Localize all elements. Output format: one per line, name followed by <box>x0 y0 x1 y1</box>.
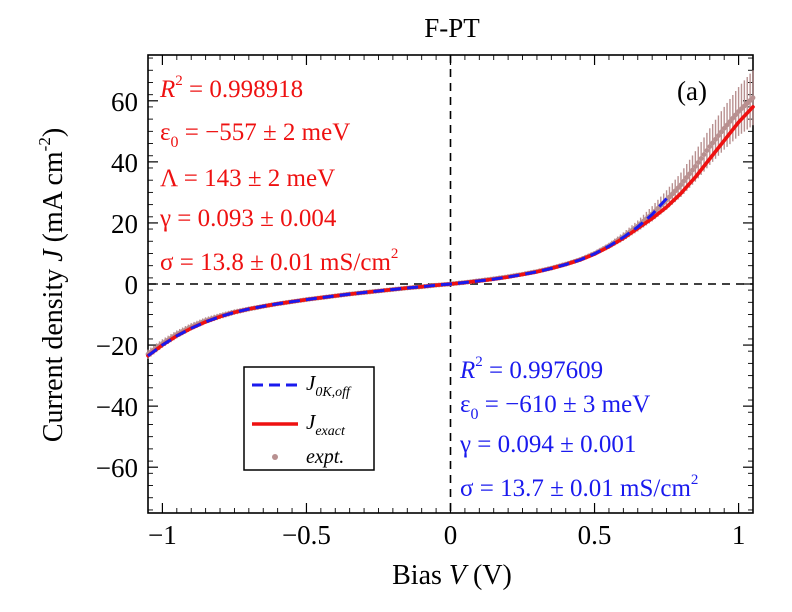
expt-point <box>675 185 681 191</box>
red-eps-sub: 0 <box>171 134 179 151</box>
red-fit-stats: R2 = 0.998918 ε0 = −557 ± 2 meV Λ = 143 … <box>159 73 398 276</box>
red-sigma: σ = 13.8 ± 0.01 mS/cm2 <box>160 246 398 276</box>
blue-sigma: σ = 13.7 ± 0.01 mS/cm2 <box>460 472 698 502</box>
expt-point <box>730 115 736 121</box>
blue-r2: R2 = 0.997609 <box>459 354 603 384</box>
y-tick-label: −40 <box>96 392 138 422</box>
y-axis-label-var: J <box>38 248 69 262</box>
panel-label: (a) <box>677 76 707 106</box>
expt-point <box>733 112 739 118</box>
y-tick-label: −60 <box>96 453 138 483</box>
red-eps-value: = −557 ± 2 meV <box>179 119 351 146</box>
legend-label-j-exact: Jexact <box>306 410 346 439</box>
expt-point <box>690 167 695 173</box>
blue-fit-stats: R2 = 0.997609 ε0 = −610 ± 3 meV γ = 0.09… <box>459 354 698 502</box>
axis-ticks <box>147 55 754 513</box>
expt-point <box>684 175 690 180</box>
red-sigma-sup: 2 <box>391 246 399 262</box>
expt-point <box>695 160 701 165</box>
expt-point <box>750 95 756 101</box>
expt-point <box>704 148 710 153</box>
expt-point <box>669 191 675 197</box>
expt-point <box>692 164 698 169</box>
y-tick-label: 0 <box>125 270 139 300</box>
red-lambda: Λ = 143 ± 2 meV <box>160 165 335 192</box>
legend-j-exact-main: J <box>306 410 317 434</box>
legend-swatch-expt <box>272 454 278 460</box>
x-tick-label: 0.5 <box>578 520 612 550</box>
red-eps-symbol: ε <box>160 119 171 146</box>
expt-point <box>721 125 727 131</box>
expt-point <box>698 156 704 161</box>
x-tick-label: 1 <box>732 520 746 550</box>
x-axis-label-post: (V) <box>466 560 512 591</box>
expt-point <box>724 122 730 128</box>
expt-point <box>678 182 684 188</box>
blue-sigma-value: σ = 13.7 ± 0.01 mS/cm <box>460 475 691 502</box>
expt-point <box>681 178 687 184</box>
expt-point <box>707 144 713 150</box>
y-axis-label: Current density J (mA cm-2) <box>35 128 69 442</box>
red-gamma: γ = 0.093 ± 0.004 <box>159 205 337 232</box>
y-axis-label-post: (mA cm <box>38 151 69 249</box>
red-sigma-value: σ = 13.8 ± 0.01 mS/cm <box>160 249 391 276</box>
blue-eps-value: = −610 ± 3 meV <box>479 391 651 418</box>
y-tick-label: 20 <box>111 209 138 239</box>
red-r2-label: R <box>159 76 175 103</box>
blue-eps-sub: 0 <box>471 406 479 423</box>
y-tick-labels: −60 −40 −20 0 20 40 60 <box>96 87 138 483</box>
legend-j-0k-off-main: J <box>306 371 317 395</box>
red-r2-value: = 0.998918 <box>183 76 303 103</box>
x-tick-label: −1 <box>148 520 177 550</box>
legend-label-j-0k-off: J0K,off <box>306 371 352 400</box>
expt-point <box>672 188 678 194</box>
legend: J0K,off Jexact expt. <box>243 366 375 471</box>
expt-point <box>718 129 724 135</box>
y-axis-label-sup: -2 <box>35 137 54 151</box>
expt-point <box>710 140 716 146</box>
y-axis-label-pre: Current density <box>38 262 69 442</box>
x-tick-label: 0 <box>444 520 458 550</box>
blue-r2-label: R <box>459 357 475 384</box>
blue-sigma-sup: 2 <box>691 472 699 488</box>
expt-point <box>701 152 707 157</box>
y-tick-label: −20 <box>96 331 138 361</box>
expt-point <box>713 136 718 142</box>
blue-gamma: γ = 0.094 ± 0.001 <box>459 431 636 458</box>
expt-point <box>727 119 733 124</box>
expt-point <box>687 171 693 177</box>
legend-box <box>243 366 375 471</box>
blue-r2-value: = 0.997609 <box>483 357 603 384</box>
expt-point <box>716 133 721 139</box>
red-r2: R2 = 0.998918 <box>159 73 303 103</box>
legend-j-exact-sub: exact <box>315 424 346 439</box>
x-axis-label-pre: Bias <box>392 560 449 591</box>
y-axis-label-close: ) <box>38 128 69 137</box>
legend-j-0k-off-sub: 0K,off <box>315 385 352 400</box>
blue-eps-symbol: ε <box>460 391 471 418</box>
x-tick-label: −0.5 <box>282 520 331 550</box>
y-tick-label: 40 <box>111 148 138 178</box>
x-axis-label-var: V <box>449 560 469 591</box>
red-eps0: ε0 = −557 ± 2 meV <box>160 119 350 151</box>
blue-eps0: ε0 = −610 ± 3 meV <box>460 391 650 423</box>
x-axis-label: Bias V (V) <box>392 560 512 591</box>
chart-title: F-PT <box>424 13 480 43</box>
blue-r2-sup: 2 <box>475 354 483 370</box>
y-tick-label: 60 <box>111 87 138 117</box>
legend-label-expt: expt. <box>306 446 344 468</box>
expt-point <box>667 194 672 200</box>
red-r2-sup: 2 <box>175 73 183 89</box>
j-0k-off-line <box>147 197 668 358</box>
x-tick-labels: −1 −0.5 0 0.5 1 <box>148 520 745 550</box>
